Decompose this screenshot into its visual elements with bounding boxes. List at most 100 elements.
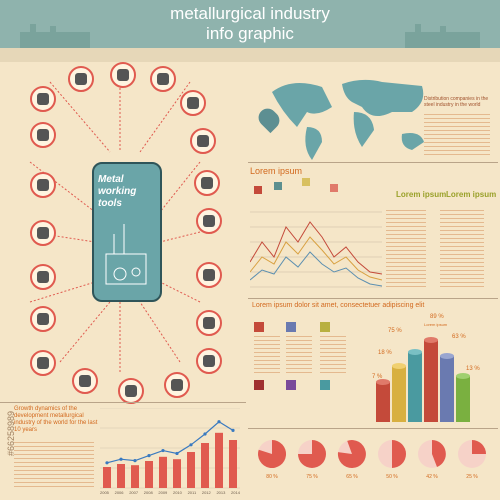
growth-caption: Growth dynamics of the development metal… [14,406,98,433]
key-5 [286,380,296,390]
growth-point [189,443,193,447]
pct-89: 89 % [430,314,444,320]
angle-grinder-icon[interactable] [118,378,144,404]
pie-label: 65 % [346,474,358,480]
rivet-icon[interactable] [196,208,222,234]
key-text-2 [286,336,312,376]
ingot-icon[interactable] [30,122,56,148]
line-chart [250,211,382,288]
x-label: 2009 [158,490,168,495]
pies-panel: 80 % 75 % 65 % 50 % 42 % 25 % [246,428,500,500]
pct-18: 18 % [378,350,392,356]
screw-icon[interactable] [30,220,56,246]
col2-text [440,210,484,290]
lathe-icon[interactable] [30,172,56,198]
key-2 [286,322,296,332]
x-label: 2005 [100,490,109,495]
col1-text [386,210,426,290]
growth-point [217,420,221,424]
growth-bar [145,461,153,488]
x-label: 2013 [216,490,226,495]
title-line-1: metallurgical industry [170,4,330,23]
drill-icon[interactable] [72,368,98,394]
legend-swatch-4 [330,184,338,192]
x-label: 2012 [201,490,211,495]
growth-point [203,432,207,436]
x-label: 2006 [114,490,124,495]
pct-75: 75 % [388,328,402,334]
pie-label: 80 % [266,474,278,480]
growth-line [106,421,234,464]
x-label: 2014 [231,490,240,495]
bar-value-label: Lorem ipsum [424,322,448,327]
divider [248,162,498,163]
bar3d-chart [376,337,470,422]
x-label: 2007 [129,490,139,495]
map-heading: Distribution companies in the steel indu… [424,96,489,108]
growth-bar [103,467,111,488]
divider [0,402,246,403]
key-4 [254,380,264,390]
legend-swatch-1 [254,186,262,194]
bearing-icon[interactable] [68,66,94,92]
spray-gun-icon[interactable] [30,350,56,376]
key-text-1 [254,336,280,376]
divider [248,428,498,429]
pct-7: 7 % [372,374,383,380]
key-text-3 [320,336,346,376]
pies-row [258,439,486,469]
growth-point [231,428,235,432]
growth-bar [187,452,195,488]
mining-truck-icon[interactable] [30,86,56,112]
nail-icon[interactable] [196,310,222,336]
bolt-icon[interactable] [150,66,176,92]
growth-point [105,461,109,465]
press-icon[interactable] [196,348,222,374]
screwdriver-icon[interactable] [30,306,56,332]
tools-cluster: Metal working tools [0,62,240,404]
grinder-icon[interactable] [30,264,56,290]
panel-label: Metal working tools [98,174,137,209]
crucible-icon[interactable] [110,62,136,88]
pie-label: 25 % [466,474,478,480]
growth-point [161,448,165,453]
growth-bar [117,464,125,488]
col2-heading: Lorem ipsum [446,190,497,199]
growth-bar [229,440,237,488]
watermark-id: #66258989 [6,410,16,456]
col1-heading: Lorem ipsum [396,190,447,199]
header-band [0,48,500,62]
hammer-icon[interactable] [190,128,216,154]
growth-chart [100,408,240,489]
page-title: metallurgical industry info graphic [0,4,500,44]
growth-bar [173,459,181,488]
vise-icon[interactable] [180,90,206,116]
legend-swatch-2 [274,182,282,190]
pct-63: 63 % [452,334,466,340]
world-map-panel: Distribution companies in the steel indu… [246,62,500,162]
line-chart-panel: Lorem ipsum Lorem ipsum Lorem ipsum [246,162,500,297]
wrench-icon[interactable] [164,372,190,398]
growth-point [133,459,137,463]
growth-text [14,442,94,490]
legend-swatch-3 [302,178,310,186]
growth-x-axis: 2005 2006 2007 2008 2009 2010 2011 2012 … [100,490,240,500]
growth-bar [159,456,167,488]
growth-point [119,457,123,461]
factory-silhouettes [0,24,500,50]
growth-bar [201,443,209,488]
title-line-2: info graphic [206,24,294,43]
world-map [272,79,424,160]
growth-bar [215,432,223,488]
pie-label: 75 % [306,474,318,480]
divider [248,298,498,299]
growth-bar [131,465,139,488]
growth-panel: Growth dynamics of the development metal… [0,402,246,500]
pie-label: 42 % [426,474,438,480]
anvil-icon[interactable] [194,170,220,196]
pie-label: 50 % [386,474,398,480]
x-label: 2008 [143,490,153,495]
blast-furnace-icon[interactable] [196,262,222,288]
pct-13: 13 % [466,366,480,372]
x-label: 2011 [187,490,197,495]
